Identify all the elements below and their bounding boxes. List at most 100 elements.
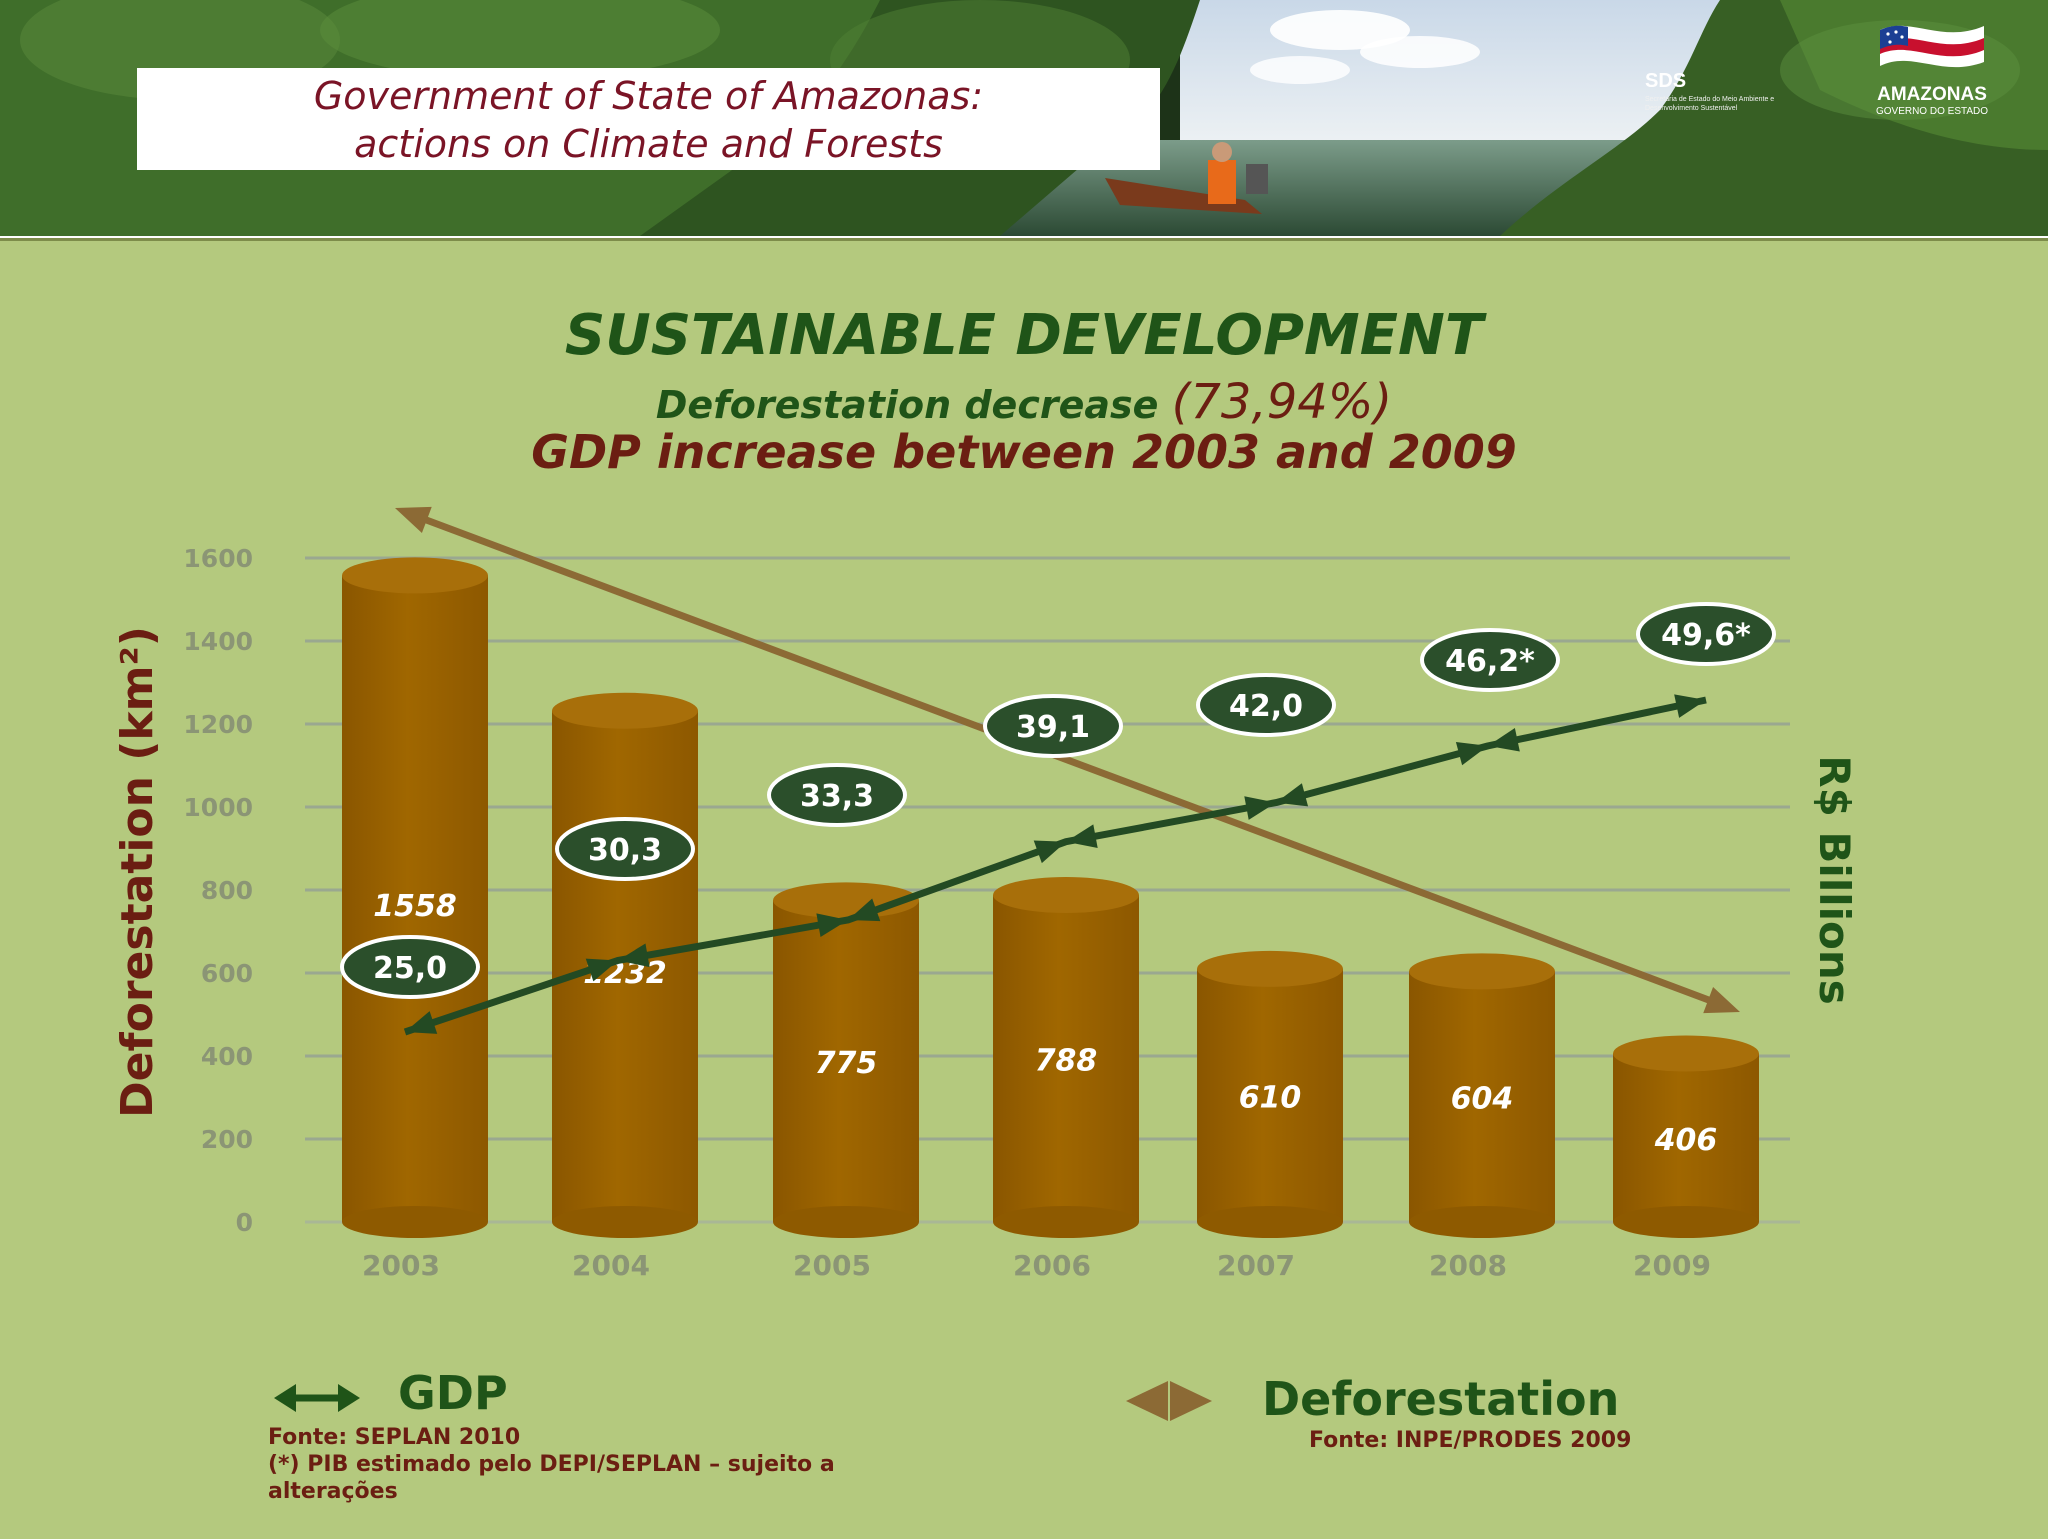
gdp-label-2007: 42,0 bbox=[1229, 689, 1303, 724]
gdp-bubble-2009: 49,6* bbox=[1636, 602, 1776, 666]
gdp-bubble-shape-2004 bbox=[555, 817, 695, 881]
x-tick-2005: 2005 bbox=[793, 1249, 871, 1282]
x-tick-2006: 2006 bbox=[1013, 1249, 1091, 1282]
gdp-label-2006: 39,1 bbox=[1016, 710, 1090, 745]
bar-body-2004 bbox=[552, 710, 698, 1222]
y-tick-200: 200 bbox=[201, 1125, 253, 1154]
gdp-source: Fonte: SEPLAN 2010 bbox=[268, 1425, 521, 1450]
deforestation-legend-arrow-icon bbox=[1126, 1381, 1212, 1421]
header-title-line2: actions on Climate and Forests bbox=[354, 122, 943, 166]
bar-cap-2006 bbox=[993, 876, 1139, 913]
bar-label-2008: 604 bbox=[1451, 1082, 1514, 1117]
gdp-bubble-shape-2009 bbox=[1636, 602, 1776, 666]
gdp-arrowhead-start bbox=[405, 1011, 438, 1034]
gdp-bubble-2003: 25,0 bbox=[340, 935, 480, 999]
bar-2008 bbox=[1409, 953, 1555, 1238]
bar-label-2006: 788 bbox=[1035, 1043, 1098, 1078]
bar-body-2003 bbox=[342, 575, 488, 1222]
bar-base-2006 bbox=[993, 1206, 1139, 1238]
y-tick-1000: 1000 bbox=[183, 793, 253, 822]
amazonas-logo-subtitle: GOVERNO DO ESTADO bbox=[1875, 106, 1989, 117]
gdp-arrowhead-out-2006 bbox=[1066, 824, 1098, 849]
amazonas-state-logo: AMAZONAS GOVERNO DO ESTADO bbox=[1862, 16, 2002, 117]
bar-cap-2007 bbox=[1197, 950, 1343, 987]
bar-cap-2003 bbox=[342, 557, 488, 594]
gdp-legend-arrow-icon bbox=[274, 1384, 360, 1412]
y-axis-ticks: 0 200 400 600 800 1000 1200 1400 1600 bbox=[183, 544, 253, 1237]
gdp-label-2005: 33,3 bbox=[800, 779, 874, 814]
header-title-line1: Government of State of Amazonas: bbox=[313, 74, 984, 118]
bar-body-2007 bbox=[1197, 968, 1343, 1222]
gdp-arrowhead-out-2005 bbox=[848, 898, 881, 922]
gdp-label-2003: 25,0 bbox=[373, 951, 447, 986]
gdp-bubble-2006: 39,1 bbox=[983, 694, 1123, 758]
y-tick-400: 400 bbox=[201, 1042, 253, 1071]
gdp-bubble-2004: 30,3 bbox=[555, 817, 695, 881]
bar-2009 bbox=[1613, 1035, 1759, 1238]
header-title-box: Government of State of Amazonas: actions… bbox=[137, 68, 1160, 170]
bar-base-2009 bbox=[1613, 1206, 1759, 1238]
gdp-bubble-2007: 42,0 bbox=[1196, 673, 1336, 737]
bar-body-2005 bbox=[773, 900, 919, 1222]
bar-cap-2008 bbox=[1409, 953, 1555, 990]
y-tick-600: 600 bbox=[201, 959, 253, 988]
bar-label-2005: 775 bbox=[815, 1046, 878, 1081]
bar-2004 bbox=[552, 692, 698, 1238]
bar-2005 bbox=[773, 882, 919, 1238]
bar-base-2004 bbox=[552, 1206, 698, 1238]
x-tick-2003: 2003 bbox=[362, 1249, 440, 1282]
gdp-labels: 25,0 30,3 33,3 39,1 42,0 46,2* 49,6* bbox=[340, 602, 1776, 999]
y-tick-1600: 1600 bbox=[183, 544, 253, 573]
legend-deforestation-label: Deforestation bbox=[1262, 1372, 1620, 1426]
bar-label-2007: 610 bbox=[1239, 1080, 1302, 1115]
y-axis-title: Deforestation (km²) bbox=[112, 626, 163, 1118]
gdp-arrowhead-out-2008 bbox=[1488, 727, 1520, 752]
bar-base-2003 bbox=[342, 1206, 488, 1238]
gdp-arrowhead-out-2007 bbox=[1276, 783, 1309, 807]
amazonas-logo-name: AMAZONAS bbox=[1877, 84, 1987, 105]
secondary-y-axis-title: R$ Billions bbox=[1810, 755, 1859, 1005]
bar-base-2005 bbox=[773, 1206, 919, 1238]
header-banner: Government of State of Amazonas: actions… bbox=[0, 0, 2048, 236]
bar-2003 bbox=[342, 557, 488, 1238]
x-axis-ticks: 2003 2004 2005 2006 2007 2008 2009 bbox=[362, 1249, 1711, 1282]
x-tick-2009: 2009 bbox=[1633, 1249, 1711, 1282]
gdp-label-2004: 30,3 bbox=[588, 833, 662, 868]
gdp-label-2009: 49,6* bbox=[1661, 618, 1751, 653]
x-tick-2008: 2008 bbox=[1429, 1249, 1507, 1282]
chart-subtitle-line2: GDP increase between 2003 and 2009 bbox=[531, 425, 1517, 479]
sds-logo: SDS Secretaria de Estado do Meio Ambient… bbox=[1645, 70, 1815, 113]
bar-2006 bbox=[993, 876, 1139, 1238]
gdp-bubble-2005: 33,3 bbox=[767, 763, 907, 827]
chart-subtitle-main: Deforestation decrease bbox=[655, 383, 1159, 427]
gdp-arrowhead-in-2005 bbox=[816, 913, 848, 938]
trend-line bbox=[411, 511, 1724, 1009]
gdp-arrowhead-in-2007 bbox=[1244, 796, 1276, 820]
gdp-bubble-shape-2006 bbox=[983, 694, 1123, 758]
y-tick-1200: 1200 bbox=[183, 710, 253, 739]
bar-cap-2009 bbox=[1613, 1035, 1759, 1072]
y-tick-0: 0 bbox=[236, 1208, 253, 1237]
amazonas-flag-icon bbox=[1880, 25, 1984, 68]
gdp-line bbox=[403, 694, 1707, 1036]
chart-subtitle: Deforestation decrease (73,94%) bbox=[0, 374, 2048, 430]
gdp-label-2008: 46,2* bbox=[1445, 644, 1535, 679]
gdp-arrowhead-out-2004 bbox=[618, 943, 650, 968]
chart-subtitle-percent: (73,94%) bbox=[1171, 374, 1393, 430]
bar-base-2008 bbox=[1409, 1206, 1555, 1238]
gdp-bubble-shape-2003 bbox=[340, 935, 480, 999]
bar-base-2007 bbox=[1197, 1206, 1343, 1238]
bar-body-2006 bbox=[993, 894, 1139, 1222]
deforestation-bars bbox=[342, 557, 1759, 1238]
deforestation-trend-arrow bbox=[395, 506, 1740, 1014]
gdp-arrowhead-in-2008 bbox=[1455, 742, 1488, 766]
y-tick-1400: 1400 bbox=[183, 627, 253, 656]
sds-logo-description: Secretaria de Estado do Meio Ambiente e … bbox=[1645, 96, 1775, 112]
gdp-arrowhead-in-2006 bbox=[1033, 840, 1066, 864]
y-tick-800: 800 bbox=[201, 876, 253, 905]
bar-body-2008 bbox=[1409, 971, 1555, 1222]
bar-label-2003: 1558 bbox=[373, 889, 457, 924]
x-tick-2004: 2004 bbox=[572, 1249, 650, 1282]
gdp-bubble-2008: 46,2* bbox=[1420, 628, 1560, 692]
